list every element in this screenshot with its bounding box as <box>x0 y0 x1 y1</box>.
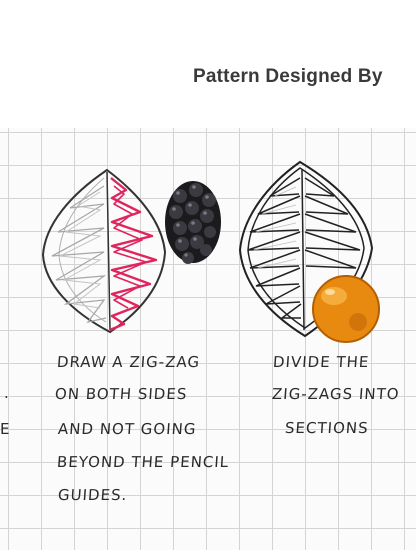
step1-line-5: GUIDES. <box>57 486 128 504</box>
blackberry-photo <box>165 181 221 264</box>
step1-line-1: DRAW A ZIG-ZAG <box>56 353 201 371</box>
right-leaf-drawing <box>238 160 374 338</box>
step2-line-3: SECTIONS <box>284 419 370 437</box>
step1-line-4: BEYOND THE PENCIL <box>56 453 230 471</box>
left-margin-marks: E . <box>0 384 9 438</box>
left-leaf-drawing <box>41 168 167 334</box>
page-title: Pattern Designed By <box>193 66 383 87</box>
header-area: Pattern Designed By <box>0 0 416 128</box>
step2-line-1: DIVIDE THE <box>272 353 371 371</box>
orange-photo <box>312 275 380 343</box>
margin-fragment-dot: . <box>4 384 9 402</box>
step2-line-2: ZIG-ZAGS INTO <box>271 385 401 403</box>
step1-line-3: AND NOT GOING <box>57 420 198 438</box>
margin-fragment-e: E <box>0 420 9 438</box>
step1-line-2: ON BOTH SIDES <box>54 385 188 403</box>
